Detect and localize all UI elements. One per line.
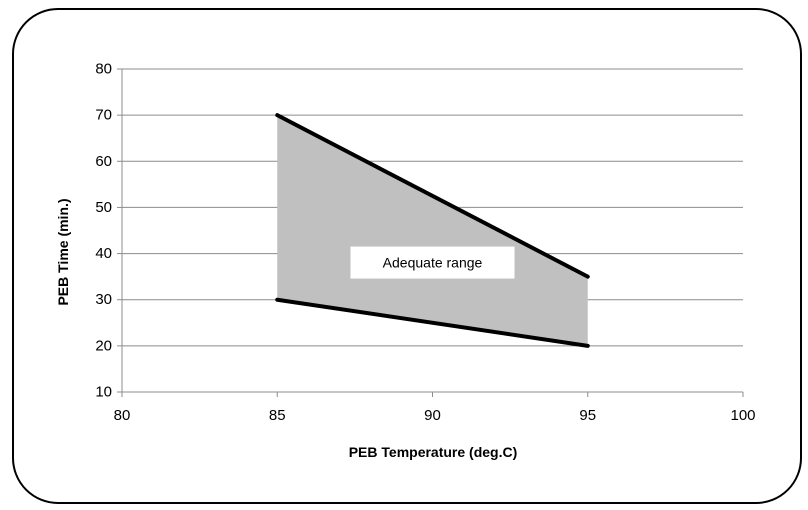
- y-tick-label: 80: [95, 61, 112, 78]
- annotation: Adequate range: [350, 246, 515, 279]
- y-tick-label: 50: [95, 199, 112, 216]
- range-fill: [277, 115, 588, 346]
- lower-boundary-line: [275, 297, 590, 348]
- x-tick-label: 95: [579, 407, 596, 424]
- x-axis-title: PEB Temperature (deg.C): [349, 444, 518, 460]
- adequate-range-band: [277, 115, 588, 346]
- upper-boundary-line: [275, 113, 590, 279]
- y-tick-label: 20: [95, 337, 112, 354]
- annotation-label: Adequate range: [383, 255, 483, 271]
- tick-labels: 10 20 30 40 50 60 70 80 80 85 90 95 100: [95, 61, 755, 425]
- y-tick-label: 30: [95, 291, 112, 308]
- x-tick-label: 90: [424, 407, 441, 424]
- y-tick-label: 70: [95, 107, 112, 124]
- y-axis-title: PEB Time (min.): [55, 198, 71, 305]
- x-tick-label: 85: [269, 407, 286, 424]
- y-tick-label: 60: [95, 153, 112, 170]
- x-tick-label: 100: [730, 407, 755, 424]
- y-tick-label: 40: [95, 245, 112, 262]
- gridlines: [122, 68, 743, 347]
- x-tick-label: 80: [114, 407, 131, 424]
- y-tick-label: 10: [95, 384, 112, 401]
- axes: [117, 68, 744, 397]
- boundary-lines: [275, 113, 590, 348]
- annotation-box: [350, 246, 515, 279]
